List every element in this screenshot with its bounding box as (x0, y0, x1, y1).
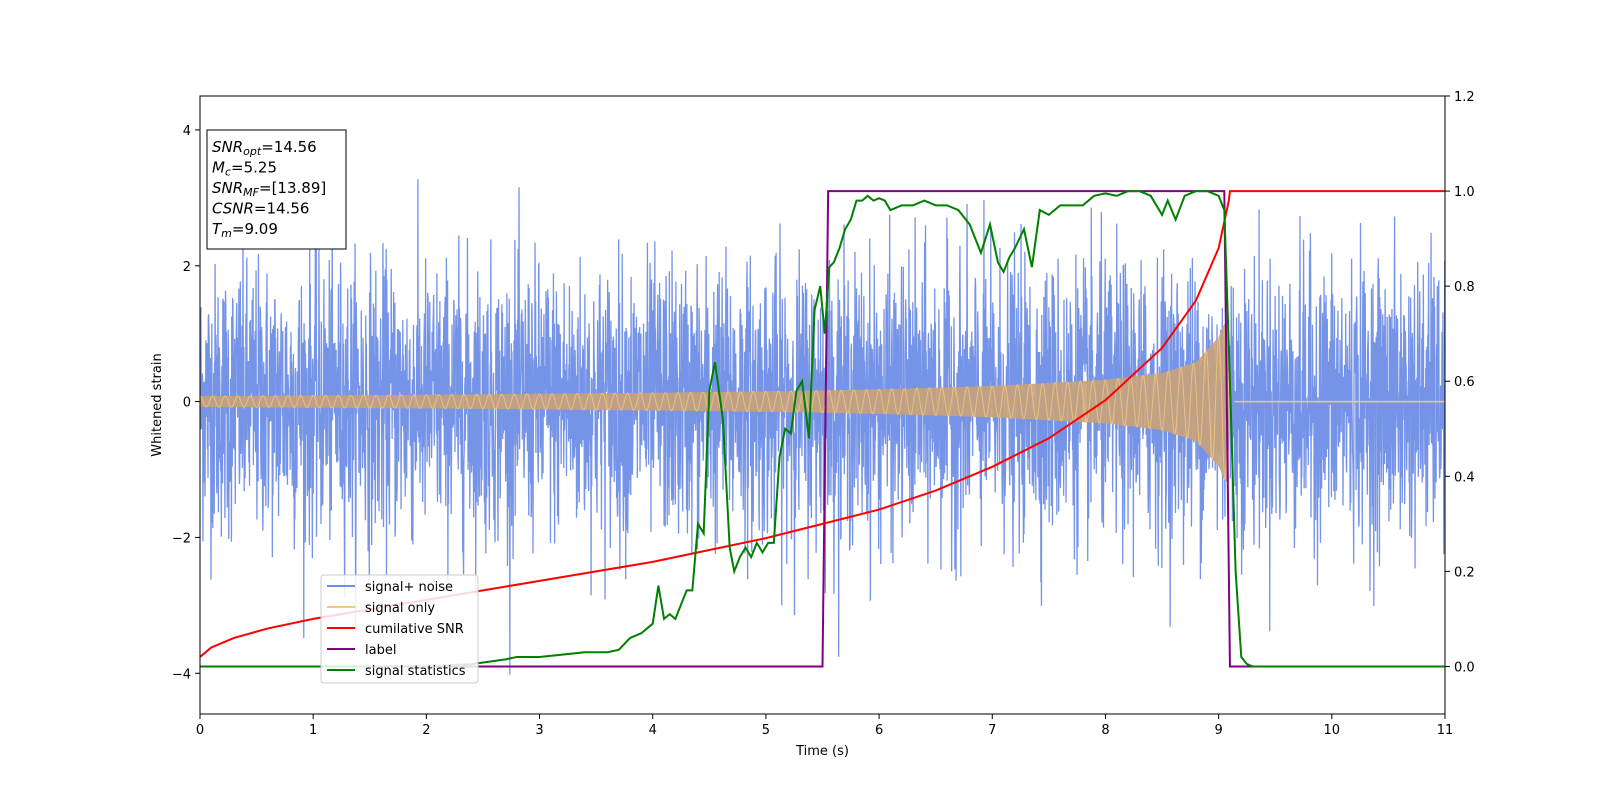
legend-entry: label (365, 643, 396, 658)
series-signal-only (200, 336, 1230, 481)
series-cumulative-snr (200, 190, 1445, 658)
legend-entry: signal+ noise (365, 580, 453, 595)
annotation-value: =5.25 (231, 159, 277, 177)
annotation-symbol: M (212, 159, 225, 177)
x-tick-label: 10 (1324, 723, 1341, 738)
x-axis-label: Time (s) (795, 744, 849, 759)
x-tick-label: 5 (762, 723, 770, 738)
annotation-symbol: SNR (212, 179, 243, 197)
x-tick-label: 0 (196, 723, 204, 738)
plot-series-group (200, 179, 1445, 675)
annotation-line: SNRopt=14.56 (212, 138, 317, 158)
y2-tick-label: 0.2 (1454, 565, 1475, 580)
axes: 0 1 2 3 4 5 6 7 8 9 10 11 4 2 0 −2 −4 0.0 0.2 0.4 0.6 0.8 1.0 1… (172, 90, 1475, 738)
annotation-line: CSNR=14.56 (212, 200, 309, 218)
plot-frame (199, 95, 1446, 715)
y2-tick-label: 1.0 (1454, 185, 1475, 200)
y2-tick-label: 0.0 (1454, 660, 1475, 675)
annotation-line: Tm=9.09 (212, 220, 278, 240)
annotation-line: Mc=5.25 (212, 159, 277, 179)
y2-tick-label: 1.2 (1454, 90, 1475, 105)
series-signal-statistics (200, 190, 1445, 668)
annotation-value: =9.09 (232, 220, 278, 238)
x-tick-label: 4 (649, 723, 657, 738)
annotation-subscript: c (225, 166, 231, 179)
legend-entry: signal statistics (365, 664, 466, 679)
y-tick-label: 0 (183, 396, 191, 411)
x-tick-label: 6 (875, 723, 883, 738)
annotation-symbol: CSNR (212, 200, 254, 218)
annotation-value: =14.56 (254, 200, 310, 218)
legend: signal+ noise signal only cumilative SNR la… (320, 574, 479, 684)
annotation-frame (206, 129, 347, 250)
legend-entry: signal only (365, 601, 435, 616)
annotation-value: =14.56 (261, 138, 317, 156)
legend-entry: cumilative SNR (365, 622, 464, 637)
x-tick-label: 8 (1101, 723, 1109, 738)
series-signal-only-band (200, 320, 1229, 484)
y-tick-label: 2 (183, 260, 191, 275)
annotation-symbol: T (212, 220, 223, 238)
x-tick-label: 11 (1437, 723, 1454, 738)
legend-frame (320, 574, 479, 684)
annotation-line: SNRMF=[13.89] (212, 179, 326, 199)
annotation-subscript: opt (243, 145, 262, 158)
annotation-symbol: SNR (212, 138, 243, 156)
y2-tick-label: 0.6 (1454, 375, 1475, 390)
y-tick-label: −2 (172, 531, 191, 546)
x-tick-label: 3 (535, 723, 543, 738)
annotation-subscript: m (221, 227, 232, 240)
y2-tick-label: 0.4 (1454, 470, 1475, 485)
y-tick-label: 4 (183, 124, 191, 139)
annotation-subscript: MF (243, 186, 259, 199)
x-tick-label: 9 (1214, 723, 1222, 738)
x-tick-label: 1 (309, 723, 317, 738)
annotation-value: =[13.89] (259, 179, 326, 197)
x-tick-label: 7 (988, 723, 996, 738)
y-axis-label: Whitened strain (150, 353, 165, 456)
y-tick-label: −4 (172, 667, 191, 682)
x-tick-label: 2 (422, 723, 430, 738)
plot-area (200, 179, 1445, 675)
y2-tick-label: 0.8 (1454, 280, 1475, 295)
annotation-box: SNRopt=14.56Mc=5.25SNRMF=[13.89]CSNR=14.… (206, 129, 347, 250)
